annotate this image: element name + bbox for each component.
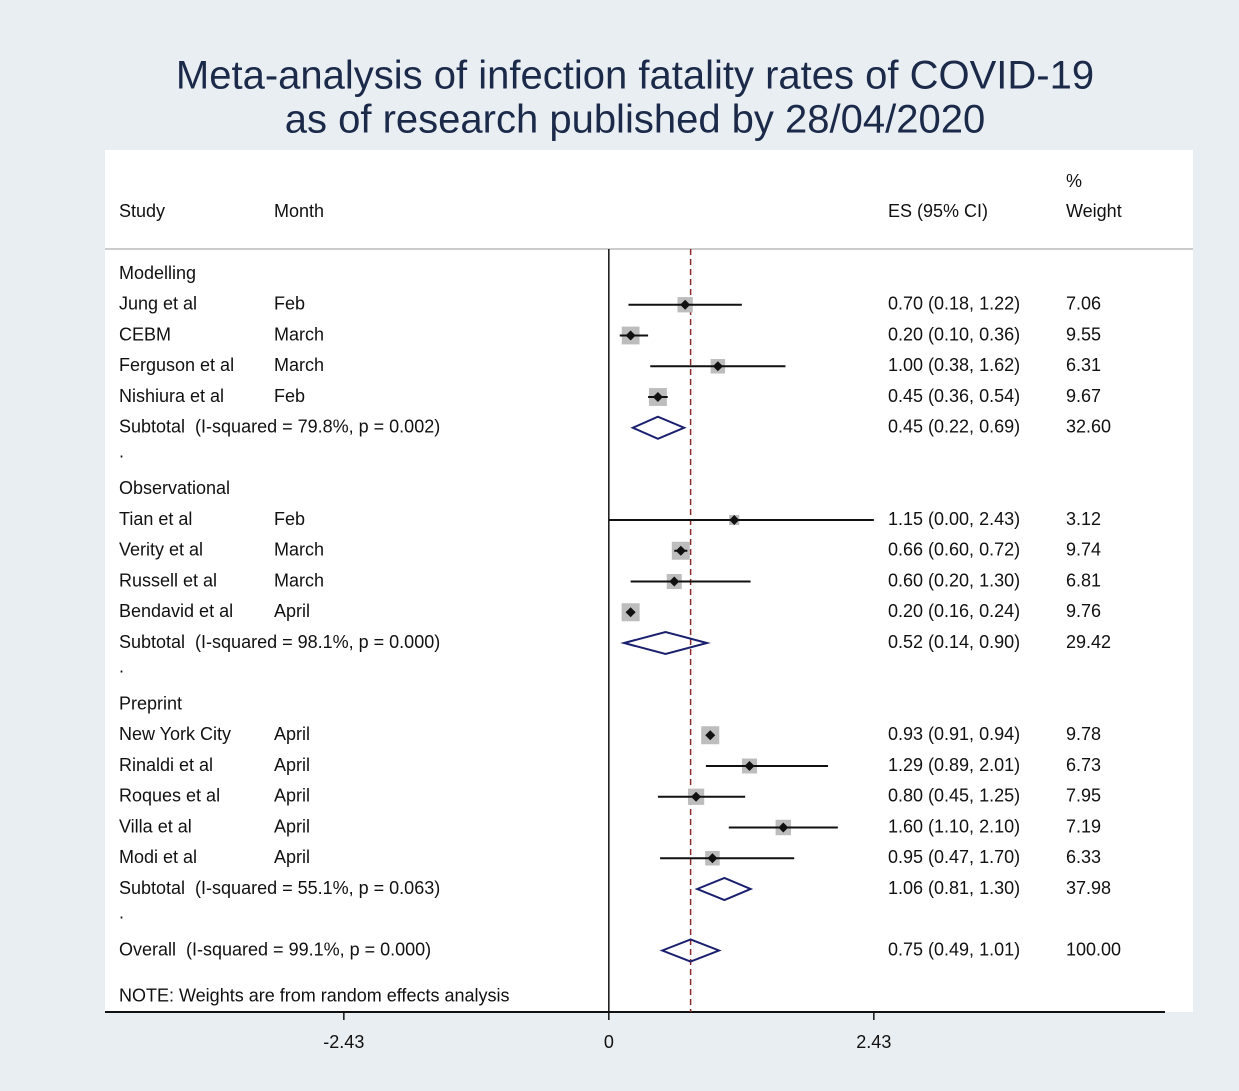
point-estimate: [778, 822, 789, 833]
weight-label: 7.06: [1066, 294, 1101, 314]
weight-label: 32.60: [1066, 417, 1111, 437]
chart-title: as of research published by 28/04/2020: [285, 98, 986, 142]
weight-label: 6.73: [1066, 755, 1101, 775]
chart-title: Meta-analysis of infection fatality rate…: [176, 54, 1094, 98]
study-label: Ferguson et al: [119, 355, 234, 375]
study-label: CEBM: [119, 324, 171, 344]
month-label: April: [274, 755, 310, 775]
study-label: New York City: [119, 724, 231, 744]
point-estimate: [675, 545, 686, 556]
es-label: 0.95 (0.47, 1.70): [888, 847, 1020, 867]
column-header: Month: [274, 201, 324, 221]
group-label: Observational: [119, 478, 230, 498]
column-header: %: [1066, 171, 1082, 191]
weight-label: 6.81: [1066, 570, 1101, 590]
es-label: 0.70 (0.18, 1.22): [888, 294, 1020, 314]
point-estimate: [744, 761, 755, 771]
weight-label: 9.55: [1066, 324, 1101, 344]
point-estimate: [729, 515, 740, 525]
weight-label: 29.42: [1066, 632, 1111, 652]
study-label: Jung et al: [119, 294, 197, 314]
weight-label: 37.98: [1066, 878, 1111, 898]
weight-label: 6.31: [1066, 355, 1101, 375]
es-label: 1.15 (0.00, 2.43): [888, 509, 1020, 529]
separator: .: [119, 903, 124, 923]
es-label: 0.75 (0.49, 1.01): [888, 939, 1020, 959]
study-label: Tian et al: [119, 509, 192, 529]
point-estimate: [652, 392, 663, 402]
es-label: 1.60 (1.10, 2.10): [888, 816, 1020, 836]
point-estimate: [691, 791, 702, 802]
es-label: 0.60 (0.20, 1.30): [888, 570, 1020, 590]
month-label: April: [274, 847, 310, 867]
weight-label: 9.74: [1066, 540, 1101, 560]
study-label: Nishiura et al: [119, 386, 224, 406]
study-label: Rinaldi et al: [119, 755, 213, 775]
month-label: April: [274, 724, 310, 744]
es-label: 0.45 (0.22, 0.69): [888, 417, 1020, 437]
month-label: April: [274, 816, 310, 836]
separator: .: [119, 657, 124, 677]
x-tick-label: -2.43: [323, 1032, 364, 1052]
month-label: April: [274, 601, 310, 621]
study-label: Villa et al: [119, 816, 192, 836]
separator: .: [119, 441, 124, 461]
es-label: 1.29 (0.89, 2.01): [888, 755, 1020, 775]
study-label: Russell et al: [119, 570, 217, 590]
group-label: Modelling: [119, 263, 196, 283]
weight-label: 100.00: [1066, 939, 1121, 959]
pooled-diamond: [694, 876, 754, 902]
study-label: Modi et al: [119, 847, 197, 867]
point-estimate: [712, 361, 723, 372]
pooled-diamond: [630, 415, 687, 440]
subtotal-label: Subtotal (I-squared = 98.1%, p = 0.000): [119, 632, 440, 652]
pooled-diamond: [659, 938, 722, 963]
es-label: 0.66 (0.60, 0.72): [888, 540, 1020, 560]
month-label: March: [274, 570, 324, 590]
note: NOTE: Weights are from random effects an…: [119, 985, 509, 1005]
subtotal-label: Subtotal (I-squared = 79.8%, p = 0.002): [119, 417, 440, 437]
column-header: Weight: [1066, 201, 1122, 221]
x-tick-label: 2.43: [856, 1032, 891, 1052]
weight-label: 7.19: [1066, 816, 1101, 836]
month-label: Feb: [274, 509, 305, 529]
es-label: 1.00 (0.38, 1.62): [888, 355, 1020, 375]
weight-label: 3.12: [1066, 509, 1101, 529]
month-label: April: [274, 786, 310, 806]
x-tick-label: 0: [604, 1032, 614, 1052]
es-label: 0.80 (0.45, 1.25): [888, 786, 1020, 806]
month-label: March: [274, 540, 324, 560]
weight-label: 6.33: [1066, 847, 1101, 867]
month-label: March: [274, 324, 324, 344]
point-estimate: [707, 853, 718, 864]
study-label: Roques et al: [119, 786, 220, 806]
subtotal-label: Subtotal (I-squared = 55.1%, p = 0.063): [119, 878, 440, 898]
column-header: ES (95% CI): [888, 201, 988, 221]
es-label: 1.06 (0.81, 1.30): [888, 878, 1020, 898]
column-header: Study: [119, 201, 165, 221]
es-label: 0.20 (0.16, 0.24): [888, 601, 1020, 621]
point-estimate: [625, 607, 636, 618]
pooled-diamond: [620, 630, 711, 656]
month-label: Feb: [274, 386, 305, 406]
weight-label: 7.95: [1066, 786, 1101, 806]
weight-label: 9.67: [1066, 386, 1101, 406]
es-label: 0.45 (0.36, 0.54): [888, 386, 1020, 406]
month-label: Feb: [274, 294, 305, 314]
study-label: Verity et al: [119, 540, 203, 560]
es-label: 0.20 (0.10, 0.36): [888, 324, 1020, 344]
weight-label: 9.76: [1066, 601, 1101, 621]
point-estimate: [669, 576, 680, 587]
group-label: Preprint: [119, 693, 182, 713]
overall-label: Overall (I-squared = 99.1%, p = 0.000): [119, 939, 431, 959]
point-estimate: [625, 330, 636, 341]
weight-label: 9.78: [1066, 724, 1101, 744]
study-label: Bendavid et al: [119, 601, 233, 621]
point-estimate: [680, 299, 691, 310]
point-estimate: [705, 730, 716, 741]
es-label: 0.52 (0.14, 0.90): [888, 632, 1020, 652]
month-label: March: [274, 355, 324, 375]
es-label: 0.93 (0.91, 0.94): [888, 724, 1020, 744]
